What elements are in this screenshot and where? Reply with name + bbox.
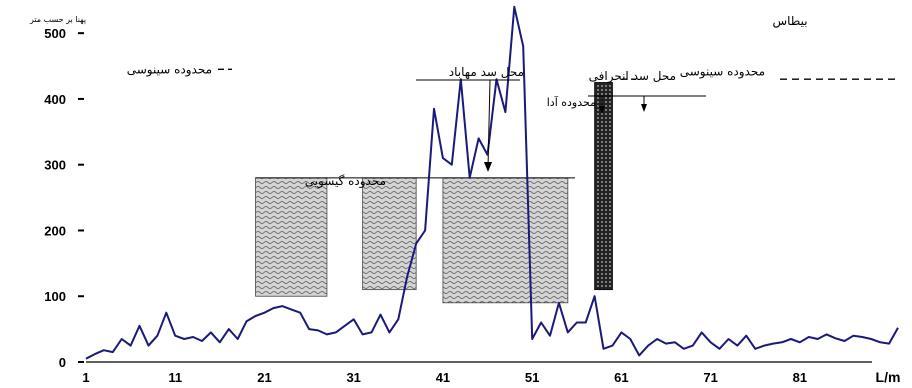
y-tick-label: 300 xyxy=(44,158,66,173)
gypsum-label: محدوده گیسویی xyxy=(305,174,386,189)
x-tick-label: 51 xyxy=(525,370,539,385)
x-axis-end-label: L/m xyxy=(876,369,901,385)
sinusoidal-right-label: محدوده سینوسی xyxy=(680,64,765,79)
x-tick-label: 81 xyxy=(793,370,807,385)
ada-range-label: محدوده آدا xyxy=(547,95,596,109)
gypsum-hatched-region xyxy=(255,177,328,297)
regions xyxy=(255,82,613,304)
gypsum-hatched-region xyxy=(442,177,569,304)
x-tick-label: 61 xyxy=(614,370,628,385)
mahabad-arrow-head xyxy=(484,162,492,172)
x-tick-label: 71 xyxy=(703,370,717,385)
y-tick-label: 0 xyxy=(59,355,66,370)
series xyxy=(85,5,899,360)
annotations: محدوده سینوسی محدوده سینوسی محدوده گیسویی م… xyxy=(127,62,900,189)
sinusoidal-arrow-head xyxy=(641,104,647,112)
x-tick-label: 31 xyxy=(346,370,360,385)
diversion-dam-label: محل سد انحرافی xyxy=(589,69,676,84)
gypsum-hatched-region xyxy=(362,177,417,291)
top-right-label: بیطاس xyxy=(772,14,807,29)
x-tick-label: 21 xyxy=(257,370,271,385)
y-tick-label: 500 xyxy=(44,26,66,41)
x-tick-label: 1 xyxy=(82,370,89,385)
x-tick-label: 41 xyxy=(436,370,450,385)
sinusoidal-left-label: محدوده سینوسی xyxy=(127,62,212,77)
mahabad-dam-label: محل سد مهاباد xyxy=(449,65,524,79)
ada-dark-bar xyxy=(594,82,613,291)
y-tick-label: 200 xyxy=(44,223,66,238)
y-tick-label: 100 xyxy=(44,289,66,304)
x-tick-label: 11 xyxy=(168,370,182,385)
width-series-line xyxy=(85,5,899,360)
y-axis-label: پهنا بر حسب متر xyxy=(29,15,86,24)
diversion-arrow-head xyxy=(599,106,605,114)
mahabad-arrow-line xyxy=(487,79,491,169)
y-tick-label: 400 xyxy=(44,92,66,107)
